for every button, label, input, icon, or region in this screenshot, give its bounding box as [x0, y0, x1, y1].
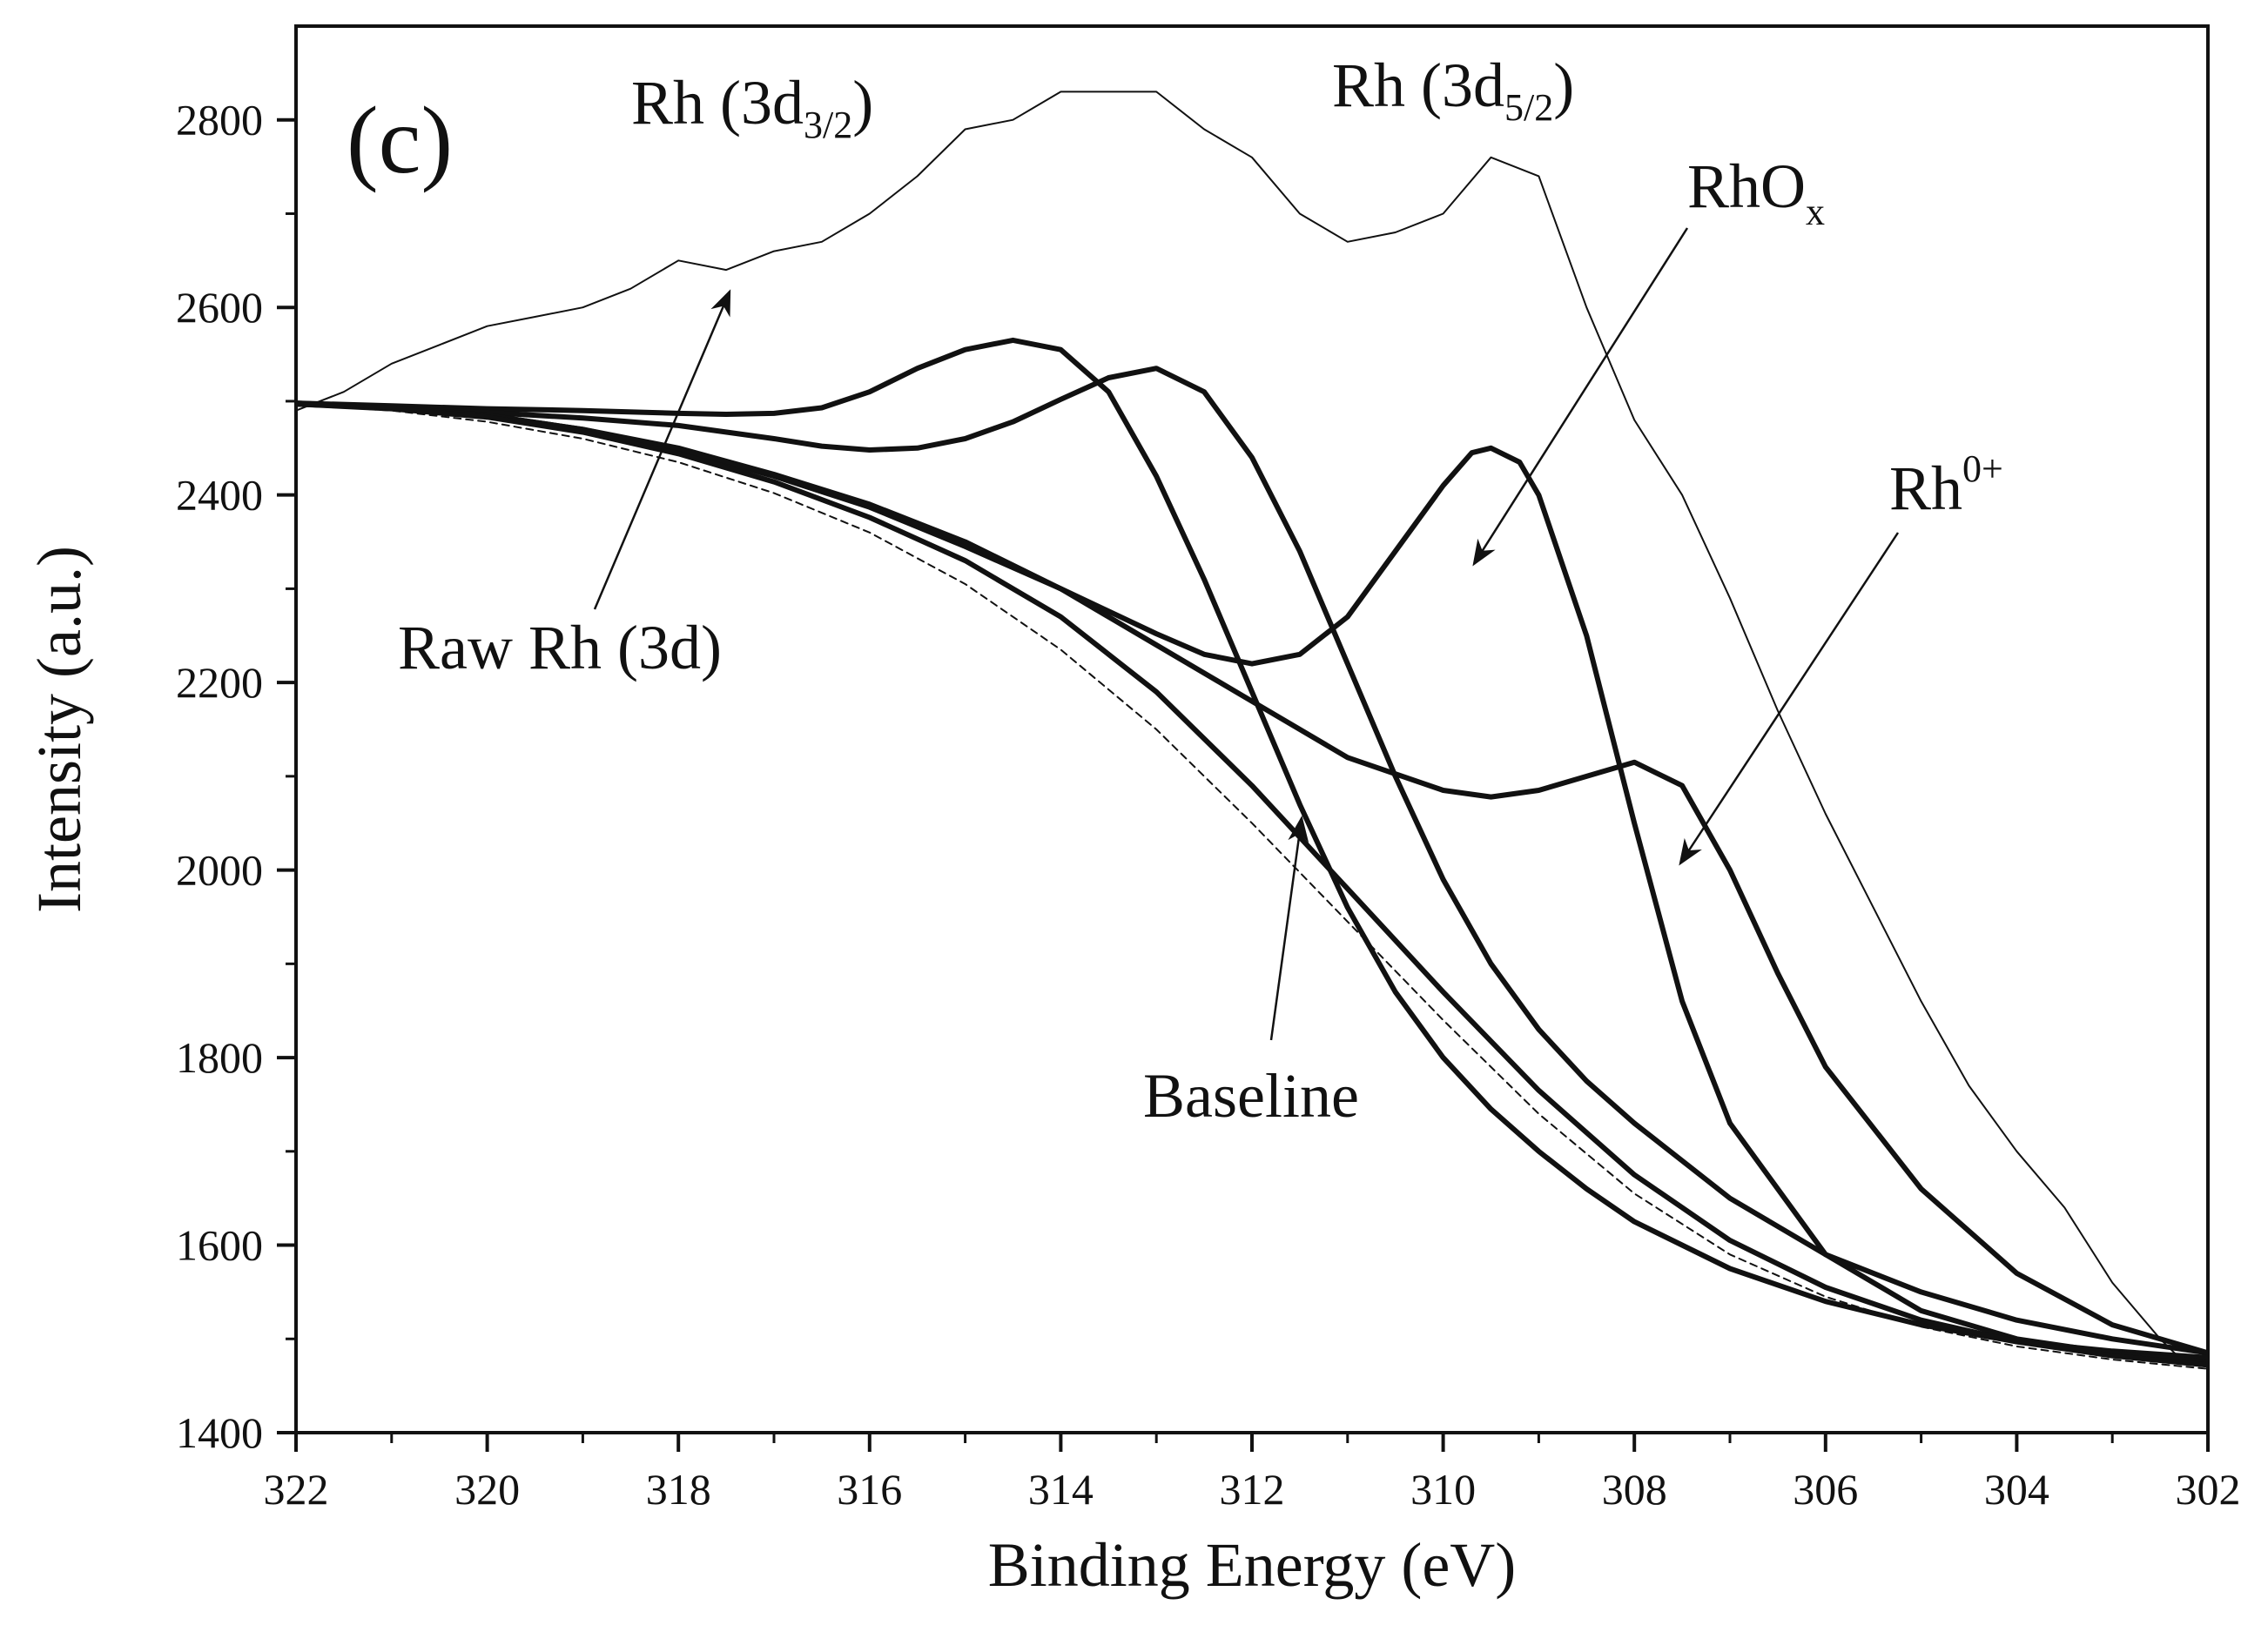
arrow-rhox — [1472, 227, 1689, 567]
x-tick-label: 306 — [1793, 1465, 1858, 1514]
x-tick-label: 318 — [646, 1465, 711, 1514]
annotation-rh-3d52-base: Rh (3d — [1332, 50, 1504, 120]
annotation-rh0-sup: 0+ — [1962, 447, 2003, 490]
series-line-baseline — [296, 404, 2208, 1370]
series-layer — [296, 91, 2208, 1370]
annotation-rh-3d32-base: Rh (3d — [631, 68, 804, 138]
annotation-rh-3d52: Rh (3d5/2) — [1332, 50, 1574, 129]
y-tick-label: 1600 — [176, 1221, 263, 1270]
y-axis-ticks: 1400 1600 1800 2000 2200 2400 2600 2800 — [176, 96, 296, 1457]
panel-label: (c) — [347, 87, 453, 193]
annotation-rhox-base: RhO — [1687, 151, 1806, 221]
annotation-rh-3d32-sub: 3/2 — [804, 104, 852, 146]
series-line-rh-3d3-2-satellite — [296, 366, 2208, 1356]
x-tick-label: 322 — [264, 1465, 329, 1514]
x-tick-label: 302 — [2176, 1465, 2241, 1514]
x-tick-label: 314 — [1028, 1465, 1094, 1514]
y-tick-label: 2200 — [176, 658, 263, 707]
y-tick-label: 2600 — [176, 283, 263, 332]
y-tick-label: 2400 — [176, 471, 263, 520]
arrow-baseline — [1269, 816, 1309, 1041]
annotation-rhox-sub: x — [1806, 191, 1825, 233]
annotation-rh0-base: Rh — [1889, 453, 1962, 523]
arrow-rh0 — [1679, 532, 1900, 866]
annotation-rh-3d32: Rh (3d3/2) — [631, 68, 873, 146]
annotation-rh-3d52-tail: ) — [1553, 50, 1574, 120]
annotation-rh0: Rh0+ — [1889, 447, 2003, 523]
annotation-rhox: RhOx — [1687, 151, 1825, 233]
x-tick-label: 312 — [1220, 1465, 1285, 1514]
x-tick-label: 316 — [837, 1465, 902, 1514]
x-axis-title: Binding Energy (eV) — [988, 1530, 1517, 1600]
y-tick-label: 1400 — [176, 1408, 263, 1457]
arrow-raw-rh — [593, 289, 731, 610]
series-line-raw-rh-3d — [296, 91, 2181, 1359]
series-line-rh-3d-sum — [296, 401, 2208, 1368]
x-axis-ticks: 322 320 318 316 314 312 310 308 306 304 302 — [264, 1433, 2241, 1514]
y-tick-label: 1800 — [176, 1033, 263, 1082]
y-tick-label: 2000 — [176, 846, 263, 895]
annotation-rh-3d52-sub: 5/2 — [1504, 86, 1553, 129]
series-line-rh0 — [296, 401, 2208, 1356]
x-tick-label: 304 — [1984, 1465, 2049, 1514]
annotation-raw-rh: Raw Rh (3d) — [398, 613, 722, 682]
series-line-rh-3d3-2-envelope — [296, 337, 2208, 1360]
x-tick-label: 308 — [1602, 1465, 1667, 1514]
annotation-rh-3d32-tail: ) — [852, 68, 873, 138]
y-axis-title: Intensity (a.u.) — [24, 546, 94, 913]
y-tick-label: 2800 — [176, 96, 263, 144]
x-tick-label: 320 — [454, 1465, 520, 1514]
x-tick-label: 310 — [1410, 1465, 1476, 1514]
annotation-baseline: Baseline — [1143, 1061, 1359, 1131]
